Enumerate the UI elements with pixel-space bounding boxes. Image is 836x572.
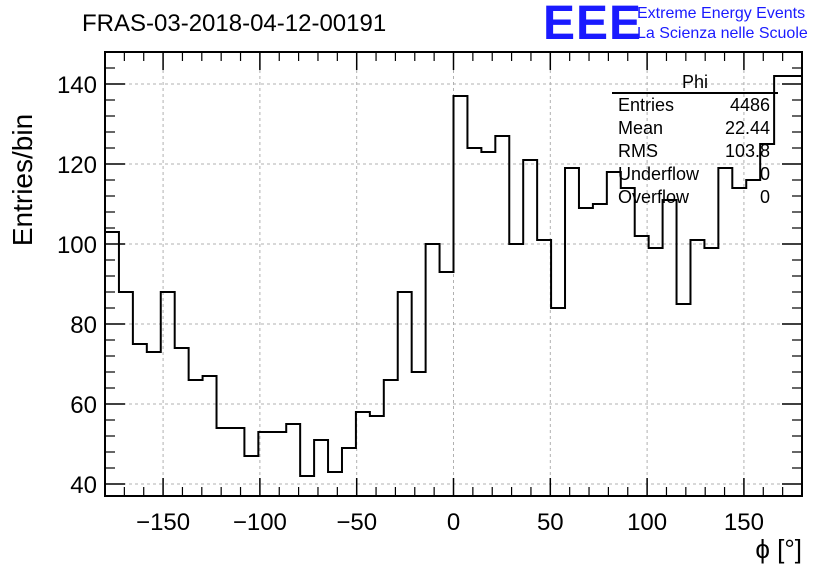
stats-key: Underflow [618,164,700,184]
y-tick-label: 80 [70,312,97,339]
stats-title: Phi [612,72,778,94]
y-tick-labels: 40 60 80 100 120 140 [57,72,97,499]
stats-key: Entries [618,95,675,115]
stats-row: Entries 4486 [612,94,778,117]
x-tick-label: 150 [724,509,764,536]
stats-box: Phi Entries 4486 Mean 22.44 RMS 103.8 Un… [612,72,778,209]
stats-key: RMS [618,141,658,161]
y-tick-label: 120 [57,152,97,179]
y-axis-label: Entries/bin [7,114,38,246]
stats-value: 4486 [729,95,770,115]
y-tick-label: 60 [70,392,97,419]
stats-value: 22.44 [724,118,770,138]
stats-key: Mean [618,118,664,138]
eee-logo: EEE [543,0,643,50]
stats-row: Mean 22.44 [612,117,778,140]
x-tick-label: 0 [447,509,460,536]
chart-title: FRAS-03-2018-04-12-00191 [82,10,387,37]
stats-row: Underflow 0 [612,163,778,186]
logo-caption-line1: Extreme Energy Events [637,5,806,22]
stats-row: RMS 103.8 [612,140,778,163]
x-tick-label: −50 [336,509,377,536]
y-tick-label: 100 [57,232,97,259]
x-tick-label: −150 [136,509,190,536]
x-tick-labels: −150 −100 −50 0 50 100 150 [136,509,764,536]
logo-caption-line2: La Scienza nelle Scuole [637,25,808,42]
logo-caption: Extreme Energy Events La Scienza nelle S… [637,4,808,44]
x-tick-label: −100 [233,509,287,536]
x-axis-label: ϕ [°] [755,534,802,564]
x-tick-label: 50 [537,509,564,536]
stats-value: 0 [759,164,770,184]
axis-ticks [104,51,803,496]
y-tick-label: 140 [57,72,97,99]
histogram-line [105,75,802,477]
stats-value: 103.8 [724,141,770,161]
stats-row: Overflow 0 [612,186,778,209]
stats-key: Overflow [618,187,690,207]
x-tick-label: 100 [627,509,667,536]
y-tick-label: 40 [70,472,97,499]
stats-value: 0 [759,187,770,207]
